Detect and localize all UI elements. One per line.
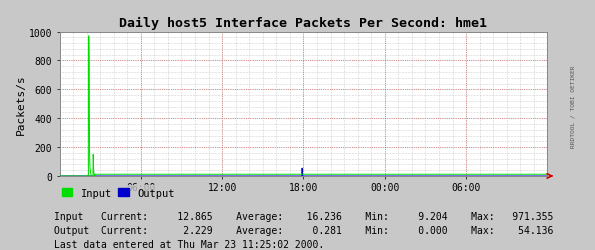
- Text: Last data entered at Thu Mar 23 11:25:02 2000.: Last data entered at Thu Mar 23 11:25:02…: [54, 240, 324, 250]
- Y-axis label: Packets/s: Packets/s: [15, 74, 26, 135]
- Text: RRDTOOL / TOBI OETIKER: RRDTOOL / TOBI OETIKER: [571, 65, 575, 147]
- Text: Output  Current:      2.229    Average:     0.281    Min:     0.000    Max:    5: Output Current: 2.229 Average: 0.281 Min…: [54, 225, 553, 235]
- Text: Input   Current:     12.865    Average:    16.236    Min:     9.204    Max:   97: Input Current: 12.865 Average: 16.236 Mi…: [54, 211, 553, 221]
- Legend: Input, Output: Input, Output: [59, 185, 177, 201]
- Title: Daily host5 Interface Packets Per Second: hme1: Daily host5 Interface Packets Per Second…: [120, 17, 487, 30]
